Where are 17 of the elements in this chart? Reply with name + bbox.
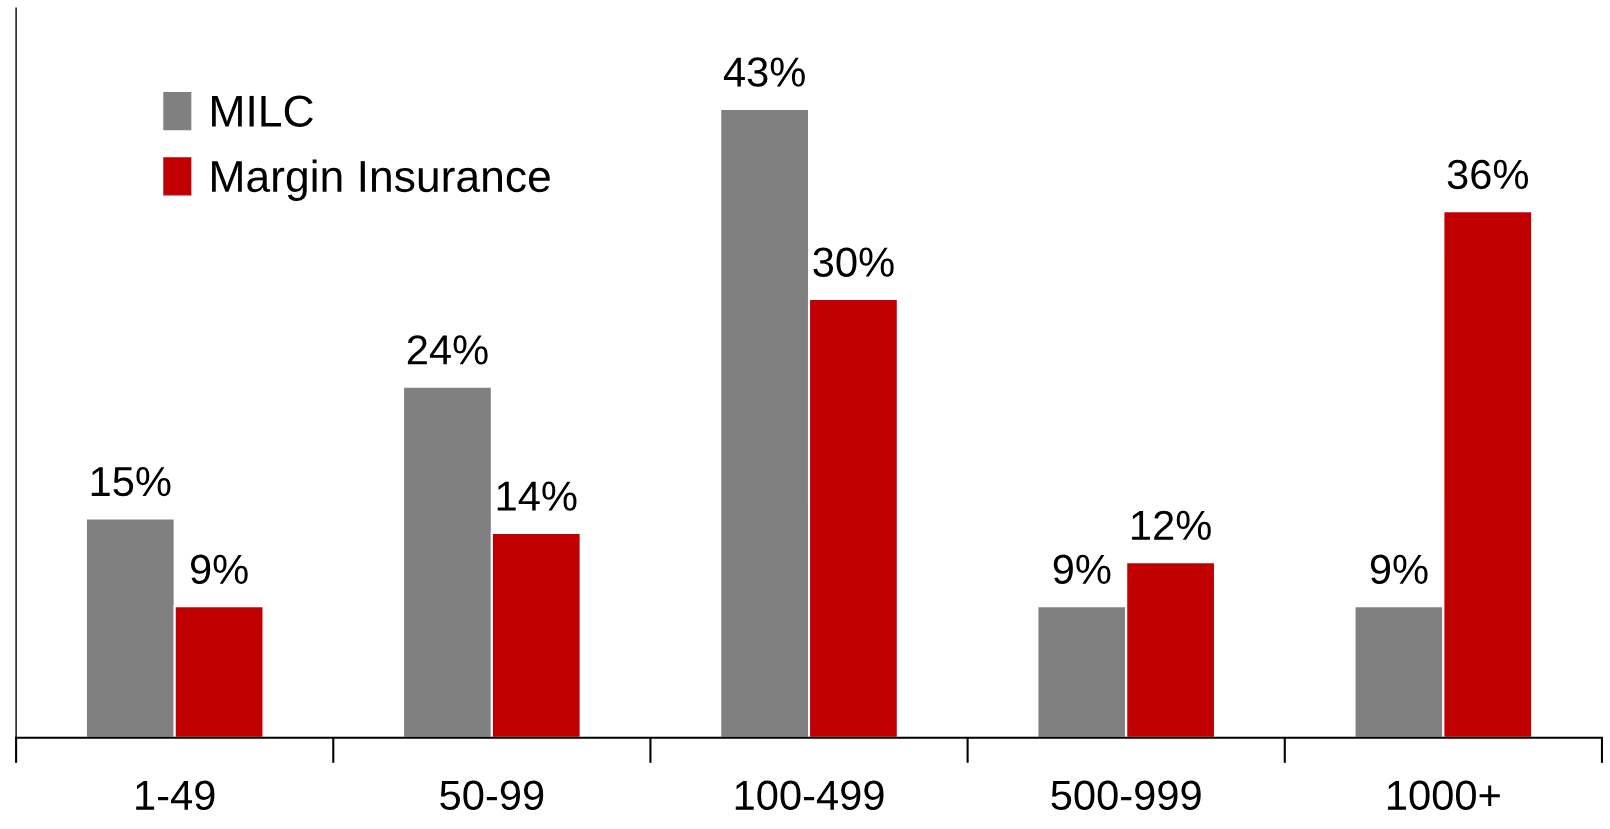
data-label: 43% (723, 57, 805, 87)
legend-label: MILC (212, 95, 313, 127)
x-tick-label: 500-999 (1051, 780, 1201, 811)
x-tick-label: 50-99 (440, 780, 544, 811)
legend-label: Margin Insurance (212, 159, 550, 201)
data-label: 14% (497, 481, 577, 511)
data-label: 12% (1132, 510, 1211, 541)
data-label: 9% (1053, 554, 1111, 585)
data-label: 30% (813, 247, 894, 277)
x-tick-label: 1-49 (136, 780, 215, 811)
data-label: 9% (190, 554, 248, 585)
x-tick-label: 100-499 (735, 780, 884, 811)
data-label: 15% (91, 466, 171, 497)
data-label: 24% (407, 335, 488, 365)
x-tick-label: 1000+ (1388, 780, 1500, 811)
data-label: 9% (1370, 554, 1428, 585)
data-label: 36% (1447, 159, 1528, 190)
